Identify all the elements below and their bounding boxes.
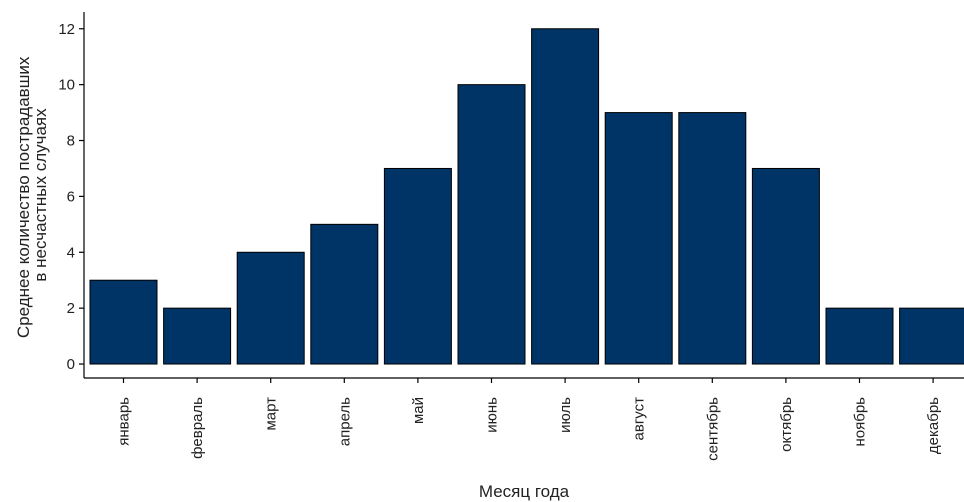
x-tick-label: ноябрь xyxy=(852,397,869,447)
bar-январь xyxy=(89,279,158,365)
y-axis-title-line-2: в несчастных случаях xyxy=(31,108,50,282)
x-tick-label: июнь xyxy=(484,397,501,433)
x-axis-title: Месяц года xyxy=(479,482,570,501)
x-tick-label: октябрь xyxy=(778,397,795,452)
x-tick-label: декабрь xyxy=(925,397,942,454)
bar-июль xyxy=(531,28,600,365)
y-tick-label: 0 xyxy=(67,356,75,373)
y-tick-label: 10 xyxy=(58,77,75,94)
x-tick-label: август xyxy=(631,397,648,441)
bars-group xyxy=(89,28,964,365)
y-tick-label: 2 xyxy=(67,300,75,317)
bar-март xyxy=(236,251,305,365)
bar-апрель xyxy=(310,223,379,365)
bar-ноябрь xyxy=(825,307,894,365)
x-tick-label: март xyxy=(263,397,280,431)
y-tick-label: 4 xyxy=(67,244,75,261)
x-tick-label: февраль xyxy=(189,397,206,459)
bar-июнь xyxy=(457,84,526,365)
bar-февраль xyxy=(163,307,232,365)
x-tick-label: июль xyxy=(557,397,574,433)
bar-декабрь xyxy=(899,307,964,365)
bar-август xyxy=(604,112,673,365)
x-tick-label: май xyxy=(410,397,427,424)
y-ticks-group: 0 2 4 6 8 10 12 xyxy=(58,21,84,373)
y-tick-label: 6 xyxy=(67,188,75,205)
y-tick-label: 8 xyxy=(67,133,75,150)
x-tick-label: январь xyxy=(116,397,133,446)
bar-май xyxy=(383,167,452,365)
x-ticks-group: январь февраль март апрель май июнь июль август… xyxy=(116,378,942,461)
x-tick-label: сентябрь xyxy=(704,397,721,461)
y-axis-title: Среднее количество пострадавших в несчас… xyxy=(14,52,50,338)
y-tick-label: 12 xyxy=(58,21,75,38)
bar-октябрь xyxy=(751,167,820,365)
bar-сентябрь xyxy=(678,112,747,365)
y-axis-title-line-1: Среднее количество пострадавших xyxy=(14,56,33,338)
x-tick-label: апрель xyxy=(336,397,353,446)
